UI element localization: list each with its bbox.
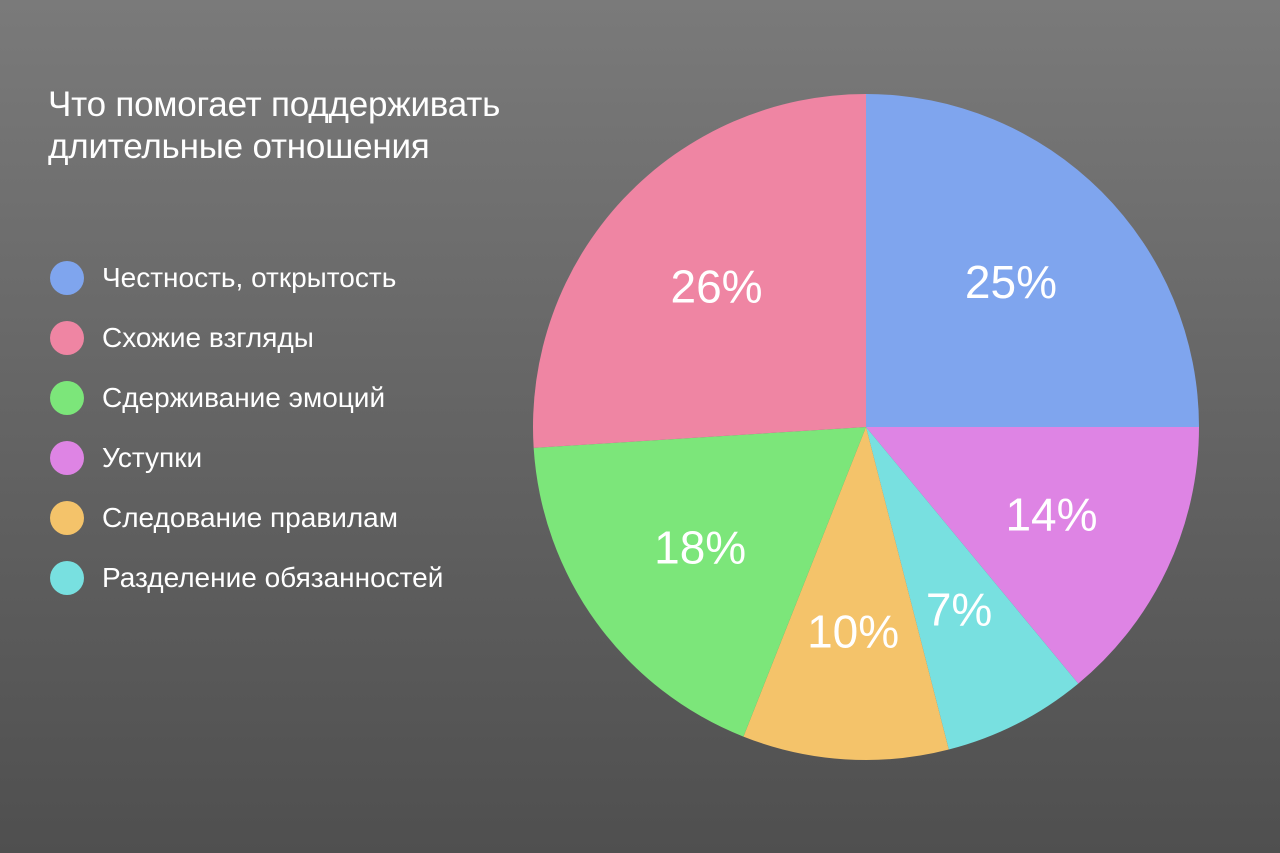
pie-slice (743, 427, 949, 760)
pie-slice-label: 10% (807, 606, 899, 658)
legend-label: Уступки (102, 442, 203, 473)
legend-swatch (50, 501, 84, 535)
legend-item: Сдерживание эмоций (50, 378, 443, 418)
pie-slice-label: 14% (1005, 488, 1097, 540)
chart-legend: Честность, открытость Схожие взгляды Сде… (50, 258, 443, 618)
chart-title-line-1: Что помогает поддерживать (48, 85, 501, 124)
pie-slice (533, 94, 866, 448)
legend-label: Разделение обязанностей (102, 562, 444, 593)
legend-label: Схожие взгляды (102, 322, 314, 353)
pie-slice-label: 7% (926, 584, 992, 636)
legend-item: Честность, открытость (50, 258, 443, 298)
pie-labels: 25% 14%7% 10% 18% 26% (654, 256, 1097, 658)
legend-swatch (50, 381, 84, 415)
pie-slice-label: 26% (671, 261, 763, 313)
pie-slice-label: 18% (654, 521, 746, 573)
legend-swatch (50, 261, 84, 295)
pie-slice (866, 94, 1199, 427)
legend-item: Следование правилам (50, 498, 443, 538)
legend-item: Уступки (50, 438, 443, 478)
legend-label: Честность, открытость (102, 262, 397, 293)
chart-title-line-2: длительные отношения (48, 127, 430, 166)
legend-swatch (50, 321, 84, 355)
legend-label: Сдерживание эмоций (102, 382, 386, 413)
legend-item: Схожие взгляды (50, 318, 443, 358)
pie-slice (533, 427, 866, 737)
legend-label: Следование правилам (102, 502, 398, 533)
legend-item: Разделение обязанностей (50, 558, 443, 598)
pie-slice-label: 25% (965, 256, 1057, 308)
pie-slices (533, 94, 1199, 760)
legend-swatch (50, 561, 84, 595)
legend-swatch (50, 441, 84, 475)
pie-slice (866, 427, 1079, 750)
chart-title: Что помогает поддерживать длительные отн… (48, 84, 648, 168)
pie-slice (866, 427, 1199, 684)
